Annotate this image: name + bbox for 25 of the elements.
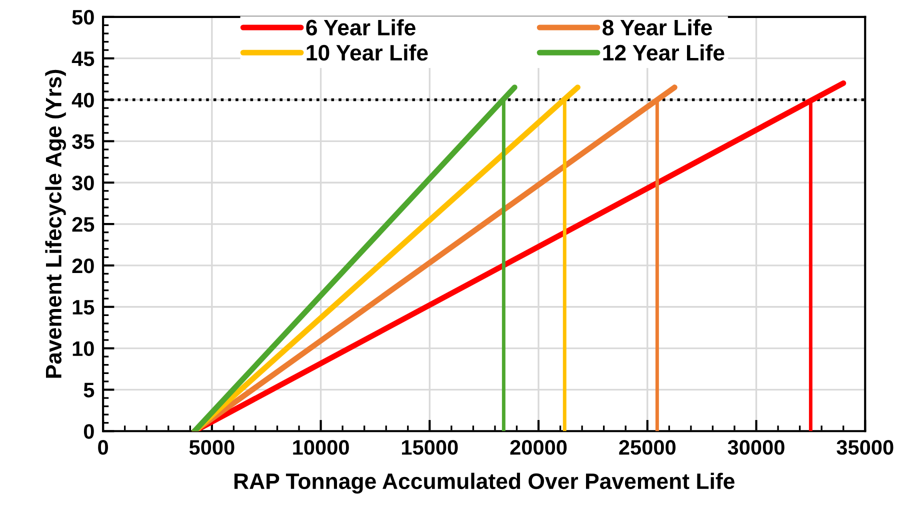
legend-label: 6 Year Life [306,19,416,36]
x-tick-label: 35000 [836,440,894,455]
x-axis-title: RAP Tonnage Accumulated Over Pavement Life [234,472,734,494]
x-tick-label: 0 [98,440,108,455]
x-tick-label: 15000 [402,440,458,455]
x-tick-label: 25000 [619,440,676,455]
legend-label: 12 Year Life [603,44,724,61]
y-tick-label: 0 [84,424,94,439]
legend-label: 10 Year Life [306,44,428,61]
y-tick-label: 10 [72,341,94,356]
legend-label: 8 Year Life [602,19,712,36]
y-tick-label: 50 [72,10,94,25]
x-tick-label: 5000 [189,440,234,455]
x-tick-label: 10000 [293,440,349,455]
y-axis-title: Pavement Lifecycle Age (Yrs) [45,70,66,378]
x-tick-label: 30000 [728,440,784,455]
y-tick-label: 40 [72,92,94,108]
y-tick-label: 5 [84,382,94,398]
y-tick-label: 35 [72,134,94,149]
y-tick-label: 20 [72,258,94,274]
y-tick-label: 45 [72,52,94,66]
y-tick-label: 15 [72,300,94,315]
y-tick-label: 25 [72,217,94,232]
y-tick-label: 30 [72,176,94,190]
x-tick-label: 20000 [510,440,567,455]
